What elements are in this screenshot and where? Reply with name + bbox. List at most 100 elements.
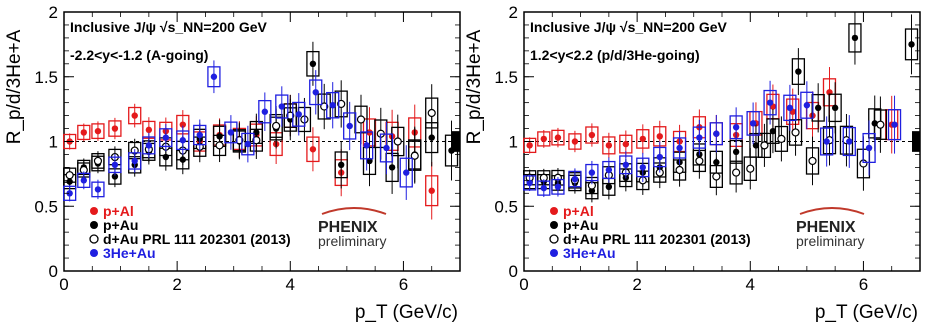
- systematic-box: [743, 156, 757, 181]
- axis-ticks: 0 0.5 1 1.5 2 0 2 4 6: [34, 3, 460, 294]
- data-point: [179, 137, 186, 144]
- legend-label: d+Au PRL 111 202301 (2013): [563, 231, 751, 247]
- systematic-box: [63, 167, 77, 183]
- rapidity-label: -2.2<y<-1.2 (A-going): [70, 47, 208, 63]
- data-point: [448, 147, 455, 154]
- systematic-box: [523, 175, 537, 191]
- systematic-box: [551, 129, 565, 146]
- systematic-box: [77, 172, 91, 189]
- panel-right: 0 0.5 1 1.5 2 0 2 4 6 Inclusive J/ψ √s_NN=200 Ge…: [464, 3, 921, 323]
- systematic-box: [108, 120, 122, 137]
- systematic-box: [63, 185, 77, 201]
- systematic-box: [343, 112, 357, 140]
- data-marks: [63, 41, 460, 220]
- data-point: [622, 140, 630, 148]
- systematic-box: [176, 130, 190, 151]
- logo-arc: [799, 207, 865, 215]
- systematic-box: [306, 50, 320, 77]
- data-point: [80, 177, 88, 184]
- systematic-box: [399, 157, 413, 188]
- systematic-box: [585, 163, 599, 182]
- data-point: [908, 41, 915, 48]
- systematic-box: [568, 170, 582, 188]
- y-tick-label: 2: [49, 3, 58, 22]
- legend-marker: [550, 207, 558, 215]
- legend-marker: [90, 207, 98, 215]
- data-point: [571, 138, 579, 145]
- systematic-box: [692, 126, 707, 149]
- y-tick-label: 1.5: [34, 68, 58, 87]
- data-point: [227, 129, 235, 136]
- data-point: [675, 165, 684, 175]
- data-point: [605, 166, 613, 174]
- data-point: [337, 99, 346, 109]
- systematic-box: [128, 106, 142, 125]
- systematic-box: [212, 134, 227, 157]
- systematic-box: [207, 66, 221, 88]
- data-point: [786, 104, 794, 112]
- data-point: [111, 173, 119, 180]
- systematic-box: [537, 131, 551, 147]
- data-point: [215, 141, 224, 150]
- data-point: [145, 126, 153, 134]
- systematic-box: [636, 157, 650, 178]
- data-point: [145, 142, 153, 149]
- systematic-box: [379, 133, 394, 163]
- data-point: [639, 164, 646, 171]
- systematic-box: [362, 146, 377, 176]
- systematic-box: [128, 152, 142, 170]
- data-point: [309, 60, 317, 67]
- systematic-box: [763, 89, 777, 116]
- systematic-box: [729, 115, 743, 140]
- systematic-box: [108, 156, 122, 174]
- systematic-box: [805, 147, 820, 175]
- data-point: [732, 168, 741, 177]
- data-point: [235, 136, 244, 145]
- x-tick-label: 0: [519, 275, 528, 294]
- systematic-box: [444, 134, 459, 167]
- systematic-box: [619, 155, 633, 175]
- chart-title-line1: Inclusive J/ψ √s_NN=200 GeV: [70, 19, 267, 35]
- data-point: [278, 103, 285, 110]
- data-point: [403, 169, 410, 176]
- systematic-box: [537, 180, 551, 196]
- systematic-box: [258, 99, 272, 124]
- legend: p+Alp+Aud+Au PRL 111 202301 (2013)3He+Au: [89, 203, 291, 261]
- systematic-box: [746, 111, 760, 136]
- y-tick-label: 1: [49, 133, 58, 152]
- data-point: [588, 169, 596, 176]
- y-tick-label: 0: [509, 262, 518, 281]
- data-point: [329, 102, 336, 109]
- x-tick-label: 0: [59, 275, 68, 294]
- data-point: [865, 144, 873, 152]
- x-tick-label: 6: [859, 275, 868, 294]
- logo-name: PHENIX: [318, 219, 378, 236]
- systematic-box: [326, 91, 340, 119]
- x-tick-label: 6: [399, 275, 408, 294]
- systematic-box: [224, 121, 238, 144]
- systematic-box: [709, 164, 723, 188]
- systematic-box: [729, 160, 743, 185]
- systematic-box: [232, 129, 247, 152]
- data-point: [639, 135, 646, 143]
- data-point: [65, 171, 74, 180]
- y-tick-label: 0: [49, 262, 58, 281]
- data-point: [712, 172, 721, 181]
- data-point: [295, 111, 302, 118]
- legend-label: d+Au PRL 111 202301 (2013): [103, 231, 291, 247]
- logo-name: PHENIX: [796, 219, 856, 236]
- data-point: [605, 142, 613, 149]
- data-point: [393, 137, 402, 146]
- systematic-box: [306, 136, 320, 163]
- legend-marker: [90, 221, 98, 229]
- x-axis-title: p_T (GeV/c): [815, 302, 918, 323]
- data-point: [891, 121, 898, 128]
- legend: p+Alp+Aud+Au PRL 111 202301 (2013)3He+Au: [549, 203, 751, 261]
- data-point: [111, 125, 119, 132]
- data-point: [427, 108, 436, 118]
- data-point: [696, 134, 703, 141]
- systematic-box: [391, 126, 405, 157]
